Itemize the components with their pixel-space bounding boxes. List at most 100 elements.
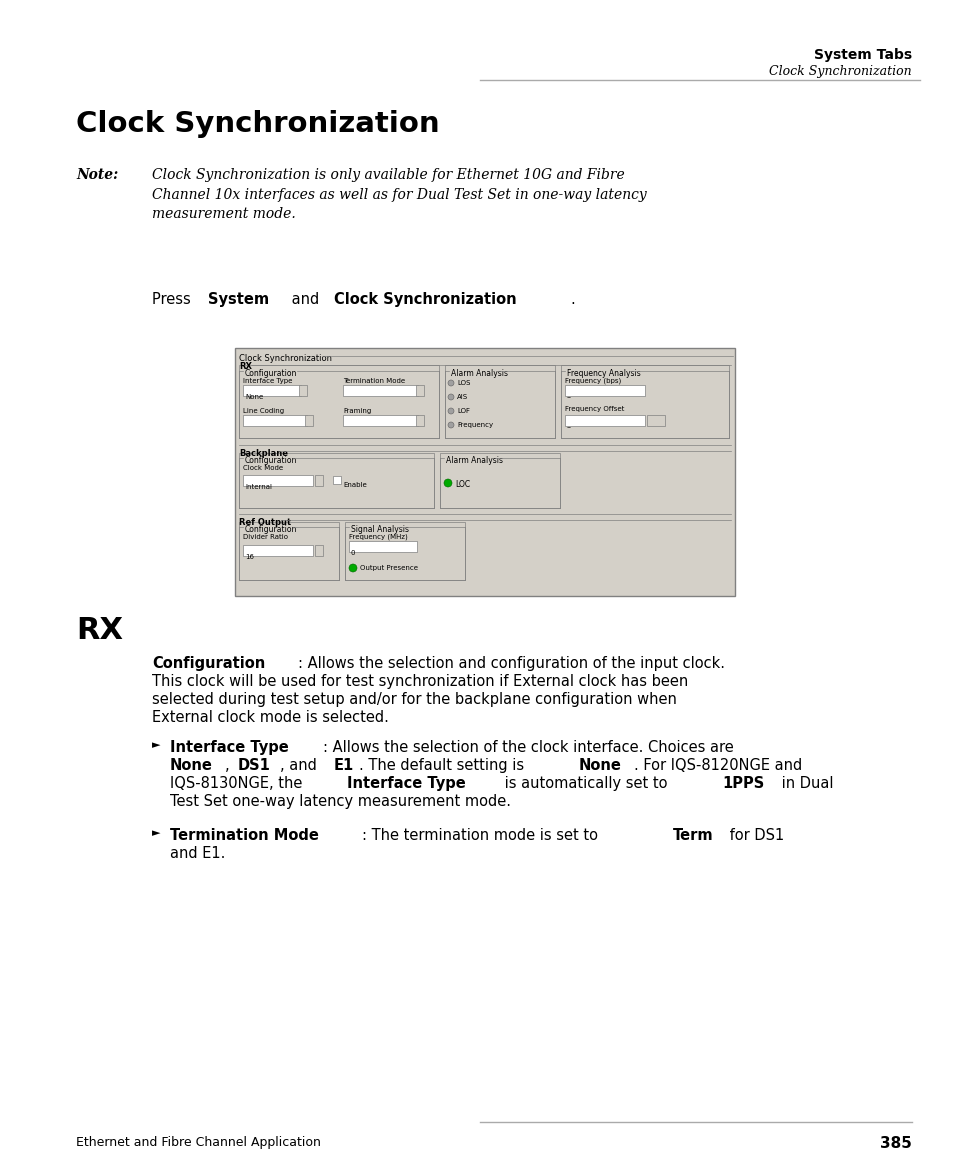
Text: Clock Synchronization: Clock Synchronization (768, 65, 911, 78)
Text: Clock Synchronization is only available for Ethernet 10G and Fibre
Channel 10x i: Clock Synchronization is only available … (152, 168, 646, 221)
Bar (345, 522, 464, 580)
Text: 385: 385 (880, 1136, 911, 1151)
Text: External clock mode is selected.: External clock mode is selected. (152, 710, 389, 726)
Circle shape (448, 408, 454, 414)
Bar (343, 385, 417, 396)
Circle shape (443, 479, 452, 487)
Text: : Allows the selection and configuration of the input clock.: : Allows the selection and configuration… (298, 656, 724, 671)
Text: LOF: LOF (456, 408, 470, 414)
Text: Note:: Note: (76, 168, 118, 182)
Text: Term: Term (672, 828, 713, 843)
Text: Enable: Enable (343, 482, 366, 488)
Text: is automatically set to: is automatically set to (499, 777, 672, 790)
Text: RX: RX (239, 362, 252, 371)
Bar (439, 453, 559, 508)
Bar (239, 453, 434, 508)
Text: --: -- (566, 424, 572, 430)
Bar (560, 365, 728, 438)
Text: : Allows the selection of the clock interface. Choices are: : Allows the selection of the clock inte… (323, 739, 733, 755)
Text: : The termination mode is set to: : The termination mode is set to (362, 828, 602, 843)
Text: Backplane: Backplane (239, 449, 288, 458)
Bar (416, 415, 423, 427)
Text: Press: Press (152, 292, 195, 307)
Text: IQS-8130NGE, the: IQS-8130NGE, the (170, 777, 307, 790)
Text: ►: ► (152, 739, 160, 750)
Bar (416, 385, 423, 396)
Text: AIS: AIS (456, 394, 468, 400)
Text: for DS1: for DS1 (724, 828, 783, 843)
Text: Interface Type: Interface Type (170, 739, 289, 755)
Bar (298, 385, 307, 396)
Text: Alarm Analysis: Alarm Analysis (446, 455, 502, 465)
Text: Termination Mode: Termination Mode (170, 828, 318, 843)
Text: 16: 16 (245, 554, 253, 560)
Bar (564, 415, 644, 427)
Text: This clock will be used for test synchronization if External clock has been: This clock will be used for test synchro… (152, 675, 687, 688)
Text: --: -- (566, 394, 572, 400)
Text: ,: , (225, 758, 234, 773)
Text: Termination Mode: Termination Mode (343, 378, 405, 384)
Bar (564, 385, 644, 396)
Text: Configuration: Configuration (152, 656, 265, 671)
Text: 1PPS: 1PPS (721, 777, 763, 790)
Text: Frequency: Frequency (456, 422, 493, 428)
Text: Framing: Framing (343, 408, 371, 414)
Text: Configuration: Configuration (245, 455, 297, 465)
Text: Line Coding: Line Coding (243, 408, 284, 414)
Circle shape (448, 380, 454, 386)
Text: Ethernet and Fibre Channel Application: Ethernet and Fibre Channel Application (76, 1136, 320, 1149)
Text: in Dual: in Dual (776, 777, 832, 790)
Circle shape (349, 564, 356, 573)
Text: E1: E1 (333, 758, 354, 773)
Text: Test Set one-way latency measurement mode.: Test Set one-way latency measurement mod… (170, 794, 511, 809)
Bar (243, 475, 313, 486)
Text: LOS: LOS (456, 380, 470, 386)
Bar (314, 475, 323, 486)
Bar (239, 365, 438, 438)
Bar (239, 522, 338, 580)
Bar (243, 385, 301, 396)
Text: Frequency (bps): Frequency (bps) (564, 378, 620, 385)
Text: Ref Output: Ref Output (239, 518, 291, 527)
Text: System Tabs: System Tabs (813, 48, 911, 61)
Text: Clock Synchronization: Clock Synchronization (335, 292, 517, 307)
Text: None: None (245, 394, 263, 400)
Bar (646, 415, 664, 427)
Bar (305, 415, 313, 427)
Text: Clock Mode: Clock Mode (243, 465, 283, 471)
Text: Configuration: Configuration (245, 369, 297, 378)
Text: Interface Type: Interface Type (243, 378, 292, 384)
Text: , and: , and (279, 758, 321, 773)
Text: . The default setting is: . The default setting is (359, 758, 529, 773)
Text: None: None (578, 758, 620, 773)
Text: LOC: LOC (455, 480, 470, 489)
Text: Interface Type: Interface Type (346, 777, 465, 790)
Text: Frequency (MHz): Frequency (MHz) (349, 534, 407, 540)
Text: Clock Synchronization: Clock Synchronization (76, 110, 439, 138)
Text: Divider Ratio: Divider Ratio (243, 534, 288, 540)
Bar (243, 415, 307, 427)
Text: Clock Synchronization: Clock Synchronization (239, 353, 332, 363)
Text: Signal Analysis: Signal Analysis (351, 525, 409, 534)
Bar (314, 545, 323, 556)
Text: None: None (170, 758, 213, 773)
Bar (333, 476, 340, 484)
Bar (349, 541, 416, 552)
Circle shape (448, 422, 454, 428)
Text: 0: 0 (351, 551, 355, 556)
Text: RX: RX (76, 615, 123, 646)
Bar (234, 348, 734, 596)
Text: .: . (570, 292, 575, 307)
Bar (243, 545, 313, 556)
Bar (444, 365, 555, 438)
Text: ►: ► (152, 828, 160, 838)
Text: and E1.: and E1. (170, 846, 225, 861)
Text: Frequency Offset: Frequency Offset (564, 406, 623, 411)
Text: . For IQS-8120NGE and: . For IQS-8120NGE and (633, 758, 801, 773)
Text: Internal: Internal (245, 484, 272, 490)
Text: Output Presence: Output Presence (359, 564, 417, 571)
Text: DS1: DS1 (237, 758, 270, 773)
Text: Configuration: Configuration (245, 525, 297, 534)
Text: Alarm Analysis: Alarm Analysis (451, 369, 507, 378)
Text: Frequency Analysis: Frequency Analysis (566, 369, 640, 378)
